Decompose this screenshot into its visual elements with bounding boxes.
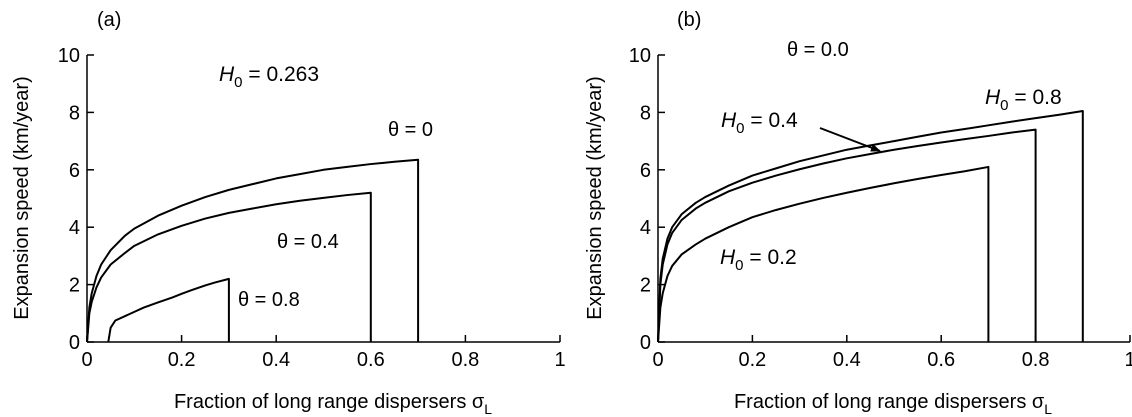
series-label-h0-0-4: H0 = 0.4 (721, 109, 798, 137)
x-axis-title-main: Fraction of long range dispersers σ (174, 391, 485, 413)
y-ticks-a: 0 2 4 6 8 10 (58, 45, 94, 354)
x-tick-label: 1 (1124, 349, 1132, 371)
series-label-theta-0-4: θ = 0.4 (277, 231, 339, 253)
x-tick-label: 0.8 (451, 349, 479, 371)
x-tick-label: 0 (81, 349, 92, 371)
x-tick-label: 0.8 (1022, 349, 1050, 371)
annotation-theta: θ = 0.0 (787, 39, 849, 61)
x-ticks-b: 0 0.2 0.4 0.6 0.8 1 (652, 335, 1132, 371)
chart-panel-b: 0 0.2 0.4 0.6 0.8 1 0 2 4 6 8 10 (b) Expansion spe… (584, 9, 1132, 417)
x-axis-title-main: Fraction of long range dispersers σ (734, 391, 1045, 413)
y-tick-label: 10 (629, 45, 651, 67)
annotation-arrow (819, 127, 881, 152)
x-axis-title-sub: L (1044, 401, 1052, 417)
y-axis-title: Expansion speed (km/year) (11, 76, 33, 319)
x-ticks-a: 0 0.2 0.4 0.6 0.8 1 (81, 335, 566, 371)
y-tick-label: 0 (640, 332, 651, 354)
y-tick-label: 8 (69, 102, 80, 124)
y-tick-label: 2 (640, 275, 651, 297)
series-label-h0-0-2: H0 = 0.2 (720, 246, 797, 274)
series-line-2 (86, 191, 372, 343)
x-axis-title: Fraction of long range dispersers σL (174, 391, 492, 417)
y-tick-label: 2 (69, 275, 80, 297)
y-ticks-b: 0 2 4 6 8 10 (629, 45, 665, 354)
series-line-1 (657, 109, 1084, 343)
x-tick-label: 1 (554, 349, 565, 371)
axes-b (657, 55, 1130, 343)
panel-label: (a) (97, 9, 121, 31)
series-label-theta-0-8: θ = 0.8 (238, 289, 300, 311)
series-label-theta-0: θ = 0 (388, 119, 433, 141)
annotation-h0: H0 = 0.263 (219, 63, 319, 91)
x-axis-title-sub: L (484, 401, 492, 417)
y-tick-label: 4 (69, 217, 80, 239)
x-tick-label: 0.6 (927, 349, 955, 371)
y-tick-label: 8 (640, 102, 651, 124)
series-label-h0-0-8: H0 = 0.8 (985, 86, 1062, 114)
series-line-2 (657, 128, 1037, 343)
x-tick-label: 0.4 (833, 349, 861, 371)
y-tick-label: 4 (640, 217, 651, 239)
series-layer-a (86, 158, 420, 343)
series-line-1 (86, 158, 420, 343)
x-axis-title: Fraction of long range dispersers σL (734, 391, 1052, 417)
series-layer-b (657, 109, 1084, 343)
x-tick-label: 0 (652, 349, 663, 371)
series-line-3 (657, 165, 990, 343)
series-line-3 (107, 277, 230, 343)
chart-panel-a: 0 0.2 0.4 0.6 0.8 1 0 2 4 6 8 10 (a) Expansion spe… (11, 9, 566, 417)
y-tick-label: 6 (69, 160, 80, 182)
x-tick-label: 0.2 (738, 349, 766, 371)
y-tick-label: 6 (640, 160, 651, 182)
y-tick-label: 0 (69, 332, 80, 354)
axes-a (86, 55, 560, 343)
x-tick-label: 0.4 (262, 349, 290, 371)
y-axis-title: Expansion speed (km/year) (584, 76, 606, 319)
x-tick-label: 0.6 (357, 349, 385, 371)
y-tick-label: 10 (58, 45, 80, 67)
x-tick-label: 0.2 (168, 349, 196, 371)
panel-label: (b) (677, 9, 701, 31)
